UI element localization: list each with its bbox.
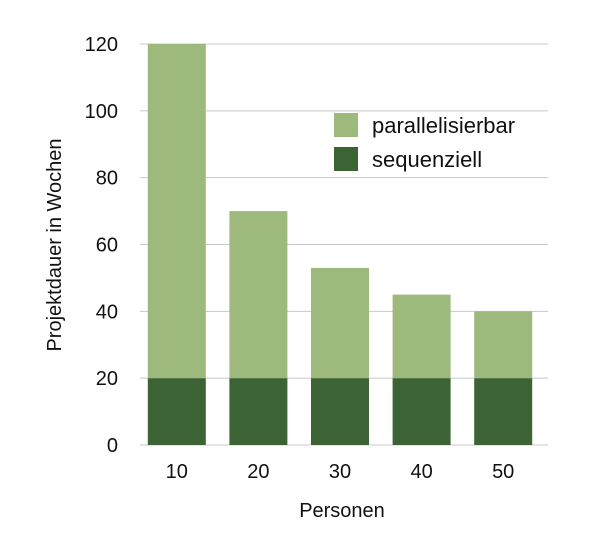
x-tick-label: 40 [410,461,432,483]
bar-sequenziell-10 [147,378,206,445]
x-tick-label: 10 [166,461,188,483]
bars [147,44,533,445]
x-tick-label: 50 [492,461,514,483]
legend-label-parallelisierbar: parallelisierbar [372,113,515,138]
bar-parallelisierbar-20 [229,211,288,379]
y-tick-label: 80 [96,168,118,190]
legend-swatch-parallelisierbar [334,113,358,137]
bar-parallelisierbar-30 [311,267,369,379]
bar-parallelisierbar-10 [147,44,206,379]
x-tick-label: 30 [329,461,351,483]
x-tick-labels: 10 20 30 40 50 [166,461,515,483]
y-tick-label: 60 [96,235,118,257]
y-tick-labels: 0 20 40 60 80 100 120 [85,34,118,457]
y-tick-label: 0 [107,435,118,457]
y-tick-label: 20 [96,368,118,390]
legend-swatch-sequenziell [334,147,358,171]
y-axis-label: Projektdauer in Wochen [44,138,66,351]
bar-sequenziell-40 [392,378,451,445]
bar-parallelisierbar-40 [392,294,451,379]
bar-sequenziell-50 [474,378,533,445]
bar-sequenziell-20 [229,378,288,445]
x-axis-label: Personen [299,500,385,522]
y-tick-label: 100 [85,101,118,123]
legend: parallelisierbar sequenziell [334,113,515,172]
legend-label-sequenziell: sequenziell [372,147,482,172]
y-tick-label: 40 [96,301,118,323]
bar-parallelisierbar-50 [474,311,533,379]
bar-sequenziell-30 [311,378,369,445]
x-tick-label: 20 [247,461,269,483]
y-tick-label: 120 [85,34,118,56]
